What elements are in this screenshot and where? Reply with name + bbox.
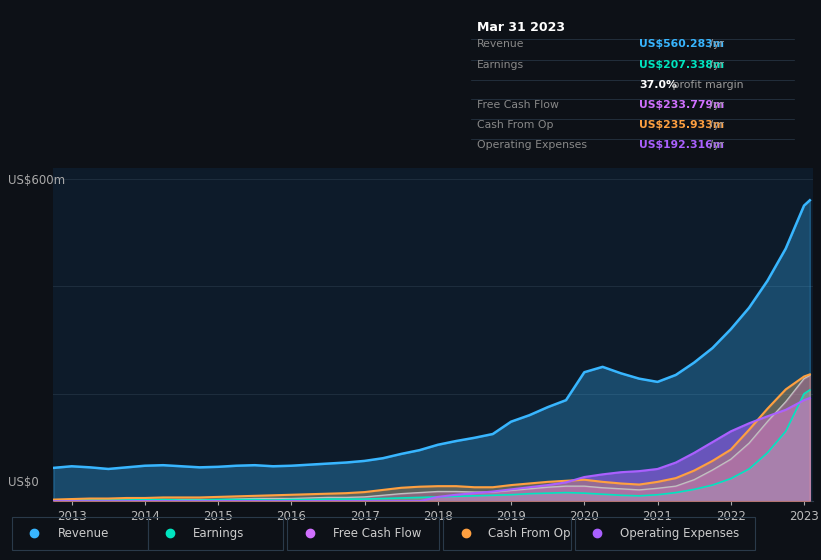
Text: Free Cash Flow: Free Cash Flow: [333, 527, 421, 540]
Text: US$235.933m: US$235.933m: [639, 120, 724, 130]
Text: /yr: /yr: [705, 120, 723, 130]
Text: US$207.338m: US$207.338m: [639, 60, 724, 71]
Text: Operating Expenses: Operating Expenses: [477, 140, 587, 150]
Text: US$0: US$0: [8, 476, 39, 489]
Text: Revenue: Revenue: [477, 39, 525, 49]
Text: US$600m: US$600m: [8, 174, 66, 186]
Text: US$192.316m: US$192.316m: [639, 140, 724, 150]
Text: Mar 31 2023: Mar 31 2023: [477, 21, 566, 34]
Text: /yr: /yr: [705, 140, 723, 150]
Text: 37.0%: 37.0%: [639, 80, 677, 90]
Text: US$560.283m: US$560.283m: [639, 39, 724, 49]
Text: Earnings: Earnings: [477, 60, 525, 71]
Text: Earnings: Earnings: [193, 527, 245, 540]
Text: Revenue: Revenue: [57, 527, 109, 540]
Text: Cash From Op: Cash From Op: [477, 120, 554, 130]
Text: /yr: /yr: [705, 60, 723, 71]
Text: Operating Expenses: Operating Expenses: [620, 527, 739, 540]
Text: /yr: /yr: [705, 39, 723, 49]
Text: profit margin: profit margin: [669, 80, 744, 90]
Text: US$233.779m: US$233.779m: [639, 100, 724, 110]
Text: /yr: /yr: [705, 100, 723, 110]
Text: Free Cash Flow: Free Cash Flow: [477, 100, 559, 110]
Text: Cash From Op: Cash From Op: [488, 527, 571, 540]
